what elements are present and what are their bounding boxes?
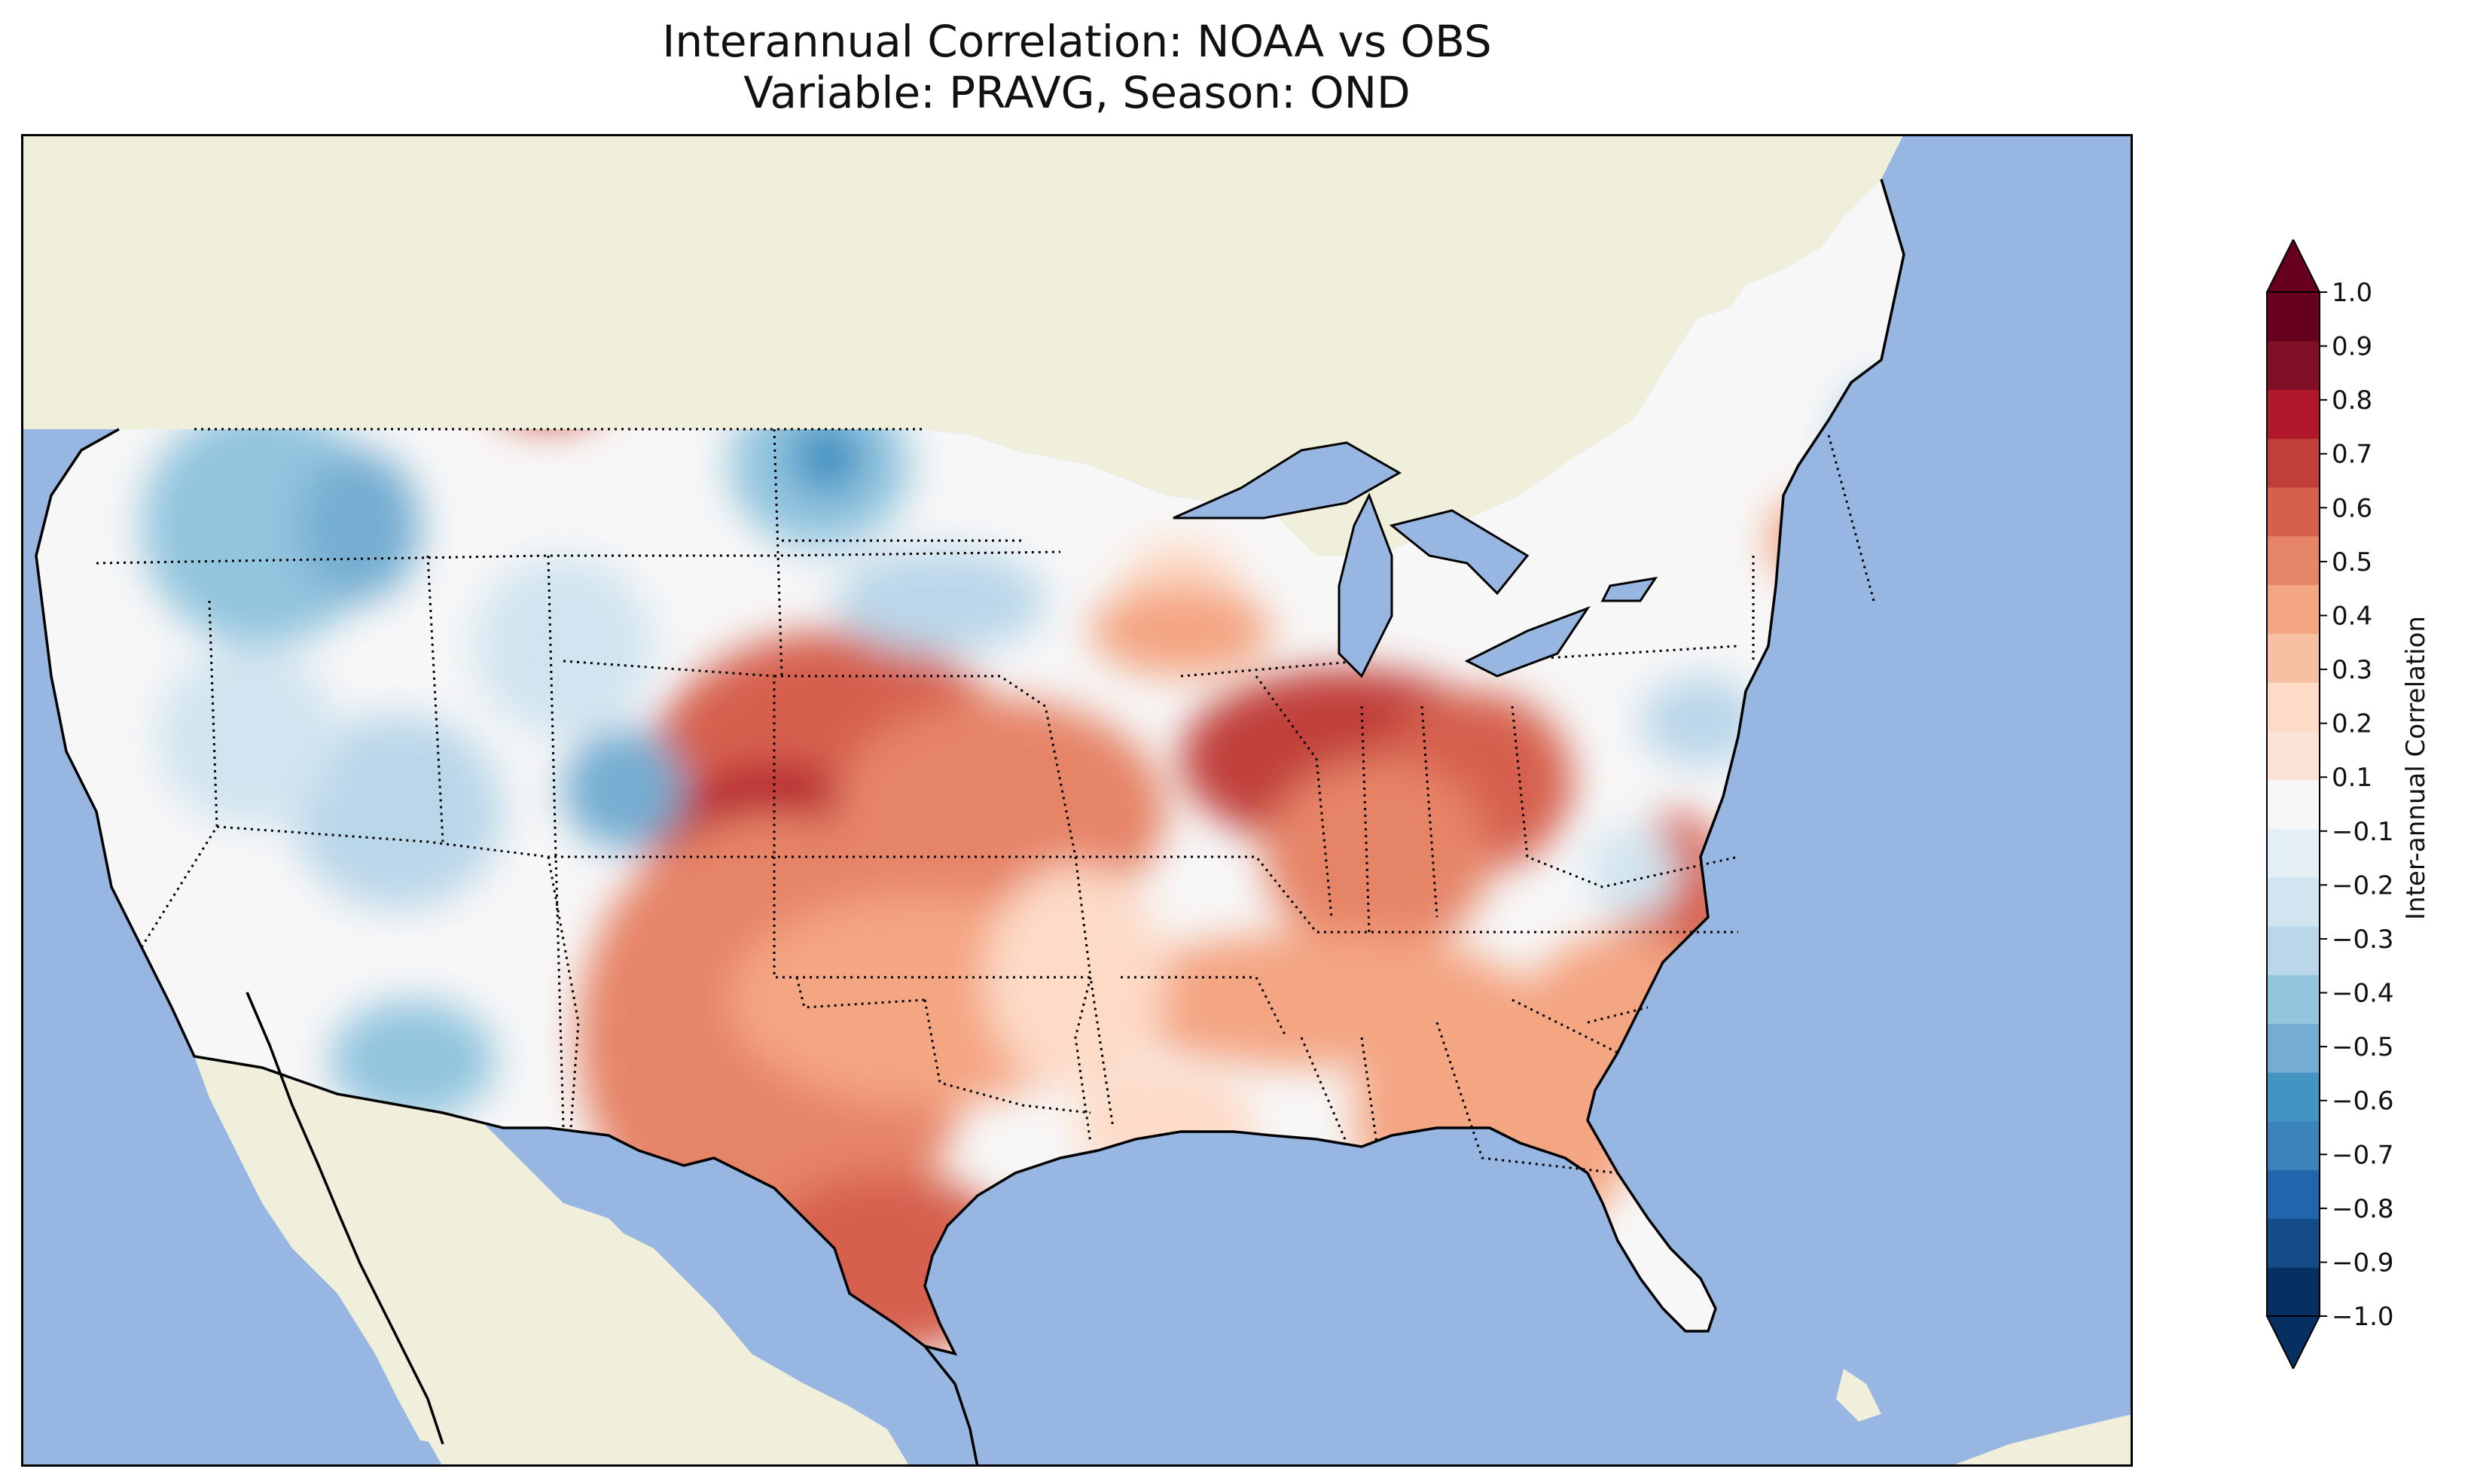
- colorbar-segment: [2267, 1072, 2320, 1122]
- state-borders: [96, 428, 1875, 1175]
- colorbar-tick-label: −0.3: [2332, 925, 2394, 955]
- colorbar-tick-label: 1.0: [2332, 278, 2372, 308]
- colorbar-segment: [2267, 974, 2320, 1024]
- colorbar-segment: [2267, 877, 2320, 927]
- colorbar-tick-label: 0.9: [2332, 332, 2372, 362]
- colorbar-extend-min: [2265, 1315, 2321, 1369]
- chart-title-line2: Variable: PRAVG, Season: OND: [743, 67, 1411, 118]
- colorbar-tick-label: 0.6: [2332, 493, 2372, 523]
- correlation-map: [21, 134, 2133, 1467]
- chart-title-line1: Interannual Correlation: NOAA vs OBS: [662, 16, 1492, 67]
- colorbar-tick-label: −0.9: [2332, 1248, 2394, 1278]
- colorbar-segment: [2267, 1120, 2320, 1171]
- coastline: [35, 178, 1905, 1356]
- colorbar-segment: [2267, 1169, 2320, 1219]
- colorbar-label: Inter-annual Correlation: [2401, 616, 2431, 920]
- colorbar-frame: [2266, 291, 2320, 1317]
- colorbar-tick-label: −0.1: [2332, 817, 2394, 847]
- colorbar-segment: [2267, 535, 2320, 586]
- colorbar-segment: [2267, 1023, 2320, 1073]
- colorbar-segment: [2267, 389, 2320, 439]
- baja-peninsula: [224, 992, 443, 1444]
- colorbar-tick-label: 0.4: [2332, 601, 2372, 631]
- colorbar-tick-label: −0.7: [2332, 1140, 2394, 1170]
- colorbar-segment: [2267, 682, 2320, 732]
- colorbar-tick-label: 0.2: [2332, 709, 2372, 739]
- colorbar-tick-label: −0.8: [2332, 1194, 2394, 1224]
- colorbar-segment: [2267, 730, 2320, 781]
- colorbar-tick-label: 0.8: [2332, 385, 2372, 416]
- colorbar-segment: [2267, 487, 2320, 537]
- colorbar-segment: [2267, 1218, 2320, 1268]
- colorbar-segment: [2267, 779, 2320, 829]
- colorbar-tick-label: −0.6: [2332, 1086, 2394, 1117]
- colorbar-segment: [2267, 292, 2320, 342]
- colorbar-tick-label: 0.7: [2332, 440, 2372, 470]
- colorbar-tick-label: 0.1: [2332, 763, 2372, 793]
- colorbar-segment: [2267, 340, 2320, 391]
- map-frame: [21, 134, 2133, 1467]
- colorbar-tick-label: −0.2: [2332, 870, 2394, 900]
- colorbar-tick-label: 0.3: [2332, 655, 2372, 685]
- colorbar: 1.0 0.9 0.8 0.7 0.6 0.5 0.4 0.3 0.2 0.1 −0.1 −0.2 −0…: [2265, 239, 2394, 1369]
- colorbar-segment: [2267, 438, 2320, 488]
- bahamas-cuba: [1836, 1369, 2133, 1467]
- colorbar-extend-max: [2265, 239, 2321, 293]
- colorbar-segment: [2267, 633, 2320, 683]
- colorbar-segment: [2267, 1267, 2320, 1317]
- colorbar-tick-label: −1.0: [2332, 1302, 2394, 1332]
- colorbar-tick-label: −0.4: [2332, 979, 2394, 1009]
- mexico-mainland: [194, 1056, 910, 1467]
- colorbar-tick-label: 0.5: [2332, 547, 2372, 577]
- colorbar-tick-label: −0.5: [2332, 1032, 2394, 1062]
- colorbar-segment: [2267, 925, 2320, 976]
- great-lakes: [1173, 441, 1658, 678]
- canada-land: [21, 134, 1904, 556]
- mexico-coast: [246, 992, 979, 1467]
- colorbar-segment: [2267, 828, 2320, 878]
- colorbar-segment: [2267, 584, 2320, 634]
